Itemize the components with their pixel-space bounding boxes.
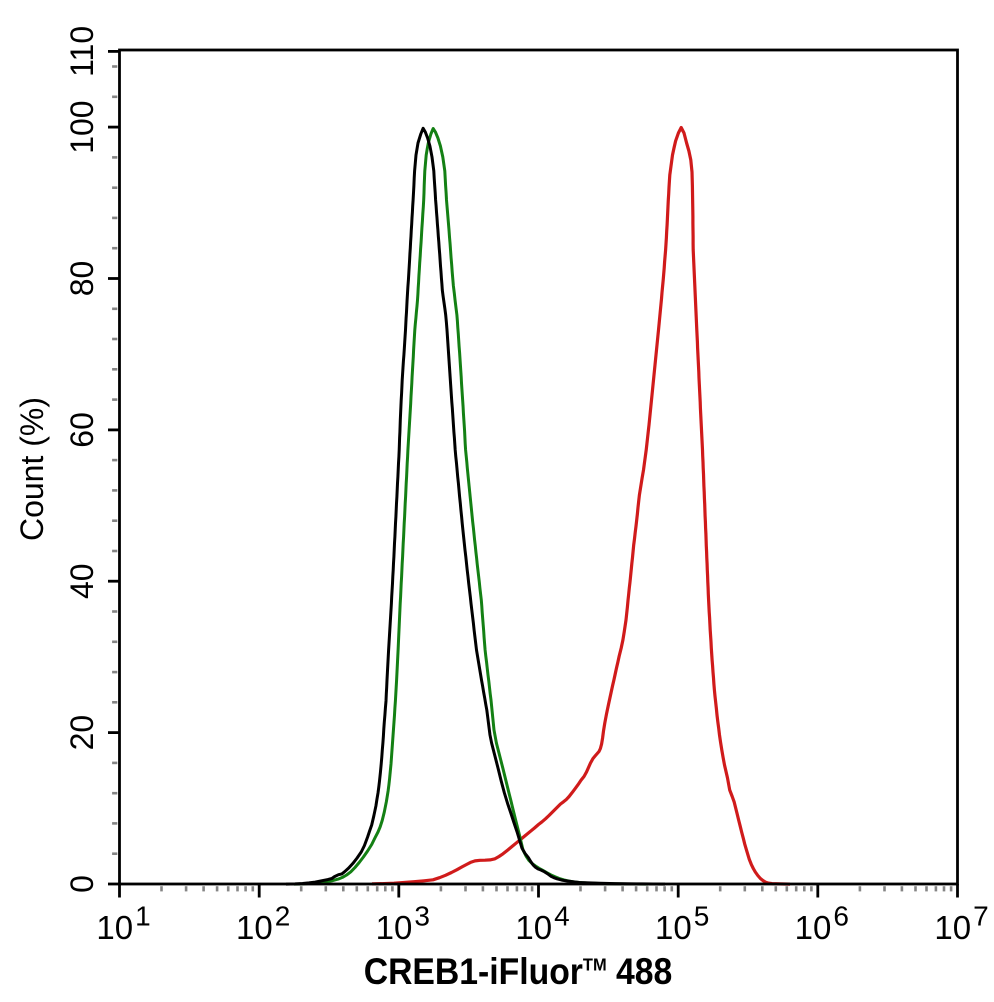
svg-text:Count (%): Count (%) — [14, 397, 50, 541]
svg-text:110: 110 — [64, 26, 100, 77]
svg-text:60: 60 — [64, 412, 100, 448]
svg-text:20: 20 — [64, 715, 100, 751]
svg-text:100: 100 — [64, 100, 100, 153]
svg-text:CREB1-iFluorTM 488: CREB1-iFluorTM 488 — [364, 951, 673, 993]
svg-text:0: 0 — [64, 875, 100, 893]
svg-text:106: 106 — [795, 901, 849, 947]
svg-text:80: 80 — [64, 261, 100, 297]
svg-text:40: 40 — [64, 563, 100, 599]
